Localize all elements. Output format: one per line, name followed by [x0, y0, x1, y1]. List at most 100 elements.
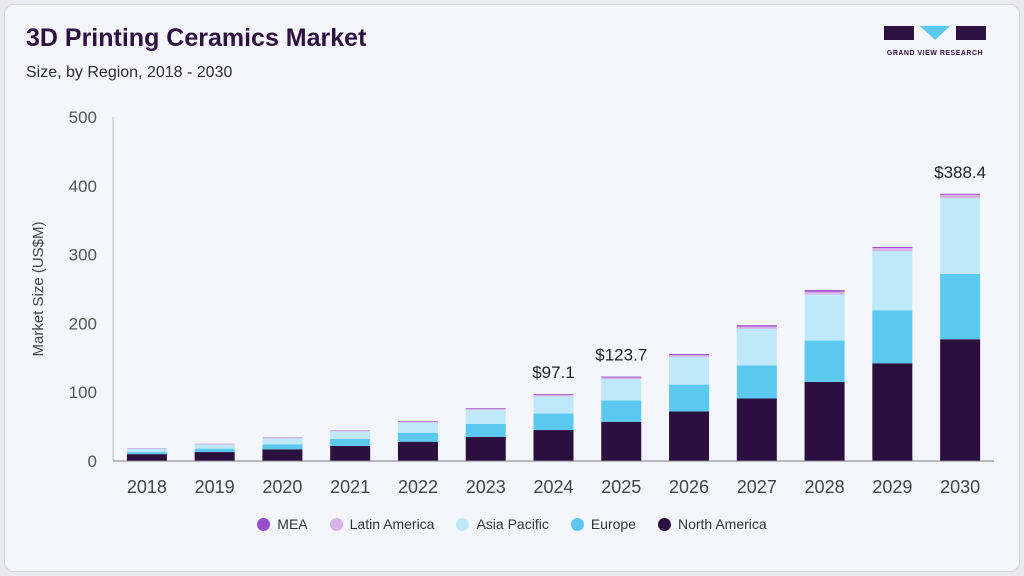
bar-segment-latin-america: [736, 326, 777, 329]
y-tick-label: 0: [88, 452, 97, 471]
bar-segment-asia-pacific: [533, 396, 574, 414]
bar-segment-europe: [940, 273, 981, 340]
legend-swatch: [657, 517, 671, 531]
bar-segment-europe: [194, 448, 235, 453]
y-tick-label: 500: [69, 108, 97, 127]
chart-legend: MEA Latin America Asia Pacific Europe North …: [0, 516, 1024, 532]
bar-segment-asia-pacific: [126, 448, 167, 453]
x-tick-label: 2018: [127, 477, 167, 497]
bar-segment-mea: [533, 394, 574, 396]
total-value-label: $388.4: [934, 163, 986, 182]
legend-item: MEA: [257, 516, 308, 532]
brand-logo: GRAND VIEW RESEARCH: [880, 24, 990, 64]
legend-label: Latin America: [349, 516, 435, 532]
bar-segment-mea: [601, 376, 642, 378]
bar-segment-europe: [872, 310, 913, 364]
logo-mark-icon: [884, 26, 986, 40]
bar-segment-europe: [397, 432, 438, 442]
legend-swatch: [570, 517, 584, 531]
x-tick-label: 2023: [466, 477, 506, 497]
x-tick-label: 2028: [805, 477, 845, 497]
bar-segment-north-america: [940, 339, 981, 461]
x-tick-label: 2025: [601, 477, 641, 497]
bar-segment-latin-america: [669, 355, 710, 358]
bar-segment-europe: [126, 452, 167, 455]
y-tick-label: 400: [69, 177, 97, 196]
x-tick-label: 2026: [669, 477, 709, 497]
bar-segment-north-america: [601, 421, 642, 461]
bar-segment-europe: [669, 384, 710, 412]
bar-segment-mea: [465, 408, 506, 409]
bar-segment-europe: [330, 438, 371, 446]
chart-subtitle: Size, by Region, 2018 - 2030: [26, 64, 233, 81]
y-tick-label: 300: [69, 246, 97, 265]
legend-label: Europe: [590, 516, 636, 532]
bar-segment-north-america: [126, 454, 167, 461]
bar-segment-europe: [262, 444, 303, 450]
bar-segment-mea: [736, 325, 777, 327]
chart-title: 3D Printing Ceramics Market: [26, 24, 367, 52]
bar-segment-latin-america: [397, 421, 438, 423]
bar-segment-north-america: [872, 363, 913, 461]
bar-segment-asia-pacific: [736, 328, 777, 366]
bar-segment-europe: [804, 340, 845, 382]
legend-item: Europe: [570, 516, 636, 532]
bar-segment-asia-pacific: [397, 422, 438, 433]
bar-segment-latin-america: [872, 248, 913, 252]
x-tick-label: 2020: [262, 477, 302, 497]
bar-segment-asia-pacific: [804, 294, 845, 341]
y-tick-label: 100: [69, 383, 97, 402]
bar-segment-latin-america: [601, 377, 642, 380]
bar-segment-latin-america: [262, 437, 303, 439]
logo-text: GRAND VIEW RESEARCH: [886, 50, 984, 57]
bar-segment-asia-pacific: [194, 444, 235, 449]
legend-label: North America: [677, 516, 767, 532]
x-tick-label: 2027: [737, 477, 777, 497]
bar-segment-north-america: [533, 430, 574, 461]
bar-segment-mea: [872, 247, 913, 249]
x-tick-label: 2019: [195, 477, 235, 497]
bar-segment-latin-america: [533, 395, 574, 397]
bar-segment-latin-america: [465, 408, 506, 411]
x-tick-label: 2030: [940, 477, 980, 497]
bar-segment-asia-pacific: [601, 379, 642, 401]
bar-segment-europe: [533, 413, 574, 431]
y-tick-label: 200: [69, 314, 97, 333]
bar-segment-europe: [465, 423, 506, 437]
x-tick-label: 2024: [533, 477, 573, 497]
bar-segment-north-america: [262, 449, 303, 461]
bar-segment-asia-pacific: [262, 438, 303, 445]
x-tick-label: 2022: [398, 477, 438, 497]
x-tick-label: 2029: [872, 477, 912, 497]
bar-segment-asia-pacific: [940, 198, 981, 274]
bar-segment-latin-america: [940, 194, 981, 199]
y-axis-label: Market Size (US$M): [30, 221, 47, 356]
bar-segment-north-america: [194, 452, 235, 461]
bar-segment-asia-pacific: [465, 410, 506, 424]
bar-segment-mea: [669, 354, 710, 356]
bar-segment-asia-pacific: [669, 357, 710, 385]
bar-segment-mea: [397, 421, 438, 422]
total-value-label: $123.7: [595, 346, 647, 365]
bar-segment-north-america: [804, 381, 845, 461]
total-value-label: $97.1: [532, 363, 575, 382]
legend-item: Latin America: [329, 516, 435, 532]
legend-swatch: [257, 517, 271, 531]
legend-label: MEA: [277, 516, 308, 532]
bar-segment-mea: [804, 290, 845, 292]
bar-segment-north-america: [736, 398, 777, 461]
bar-segment-asia-pacific: [330, 431, 371, 439]
bar-segment-north-america: [465, 436, 506, 461]
bar-segment-europe: [736, 365, 777, 399]
bar-segment-latin-america: [804, 291, 845, 295]
legend-swatch: [456, 517, 470, 531]
bar-segment-north-america: [669, 411, 710, 461]
legend-swatch: [329, 517, 343, 531]
x-tick-label: 2021: [330, 477, 370, 497]
bar-segment-asia-pacific: [872, 251, 913, 311]
legend-item: North America: [657, 516, 767, 532]
bar-segment-europe: [601, 400, 642, 422]
legend-label: Asia Pacific: [476, 516, 549, 532]
chart-card: [4, 4, 1020, 572]
